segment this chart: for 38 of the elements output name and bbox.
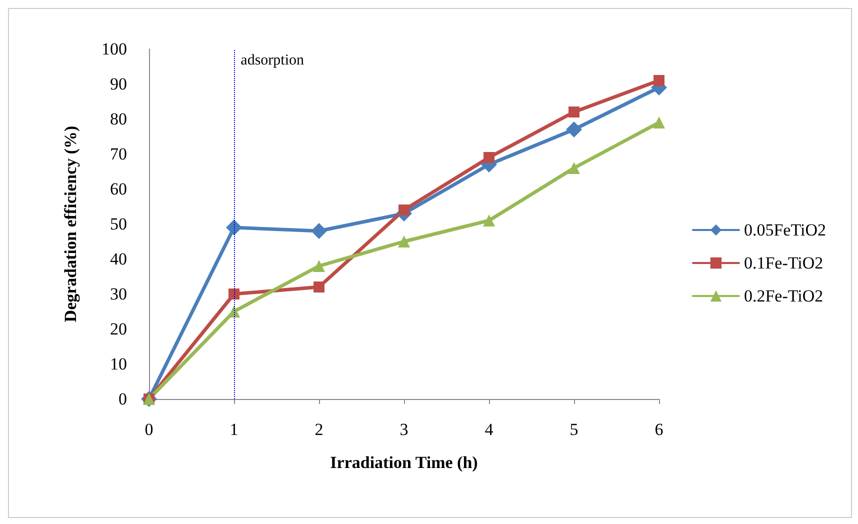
point (654, 75, 664, 86)
ref-line-label: adsorption (240, 52, 304, 68)
point (566, 122, 582, 138)
legend-label: 0.05FeTiO2 (744, 220, 826, 240)
point (228, 288, 240, 300)
y-tick-label: 60 (110, 180, 127, 198)
x-tick-label: 2 (314, 420, 324, 439)
point (398, 236, 410, 248)
x-axis-title: Irradiation Time (h) (330, 453, 478, 472)
y-axis-title: Degradation efficiency (%) (61, 126, 80, 322)
x-tick-label: 1 (230, 420, 238, 439)
point (311, 223, 327, 239)
point (568, 106, 580, 118)
y-tick-label: 70 (110, 144, 127, 164)
y-tick-label: 10 (110, 354, 127, 374)
x-tick-label: 3 (400, 420, 408, 439)
point (568, 162, 580, 174)
y-tick-label: 90 (110, 74, 127, 94)
x-tick-label: 6 (654, 420, 664, 439)
y-tick-label: 80 (110, 110, 127, 128)
legend-label: 0.1Fe-TiO2 (744, 254, 824, 272)
point (314, 282, 324, 292)
x-tick-label: 4 (484, 420, 494, 439)
y-tick-label: 50 (110, 214, 127, 234)
point (313, 260, 325, 272)
point (653, 116, 665, 128)
y-tick-label: 40 (110, 250, 127, 268)
point (483, 214, 495, 226)
x-tick-label: 0 (144, 420, 154, 439)
point (226, 220, 242, 236)
y-tick-label: 100 (102, 40, 127, 58)
point (484, 152, 494, 163)
y-tick-label: 20 (110, 320, 127, 338)
x-tick-label: 5 (570, 420, 578, 439)
legend-label: 0.2Fe-TiO2 (744, 286, 824, 306)
point (398, 204, 410, 216)
y-tick-label: 0 (118, 390, 127, 408)
y-tick-label: 30 (110, 284, 127, 304)
